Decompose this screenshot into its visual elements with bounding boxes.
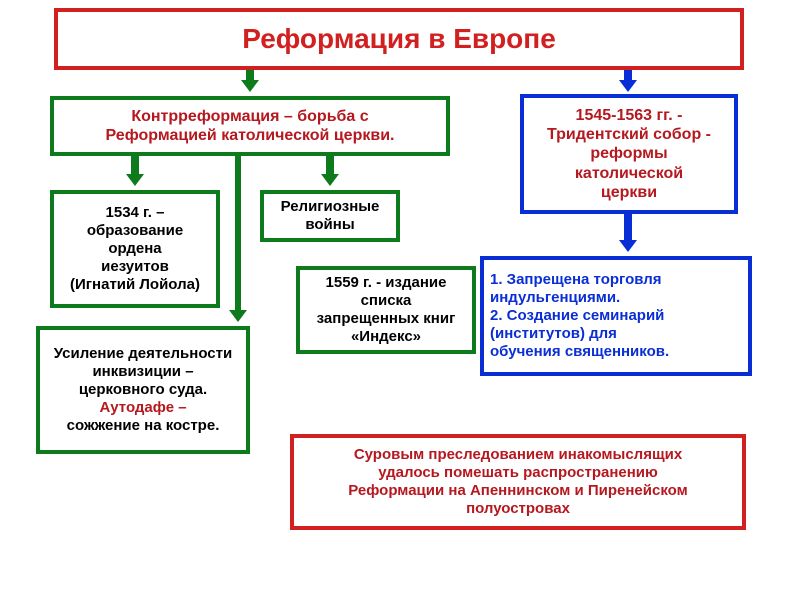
node-line: списка bbox=[361, 292, 412, 310]
node-line: (институтов) для bbox=[490, 325, 617, 343]
node-line: Реформацией католической церкви. bbox=[106, 126, 395, 145]
node-line: 1545-1563 гг. - bbox=[576, 106, 683, 125]
conclusion-box: Суровым преследованием инакомыслящихудал… bbox=[290, 434, 746, 530]
node-line: войны bbox=[305, 216, 354, 234]
node-line: Суровым преследованием инакомыслящих bbox=[354, 446, 682, 464]
node-line: (Игнатий Лойола) bbox=[70, 276, 200, 294]
node-line: «Индекс» bbox=[351, 328, 421, 346]
node-line: реформы bbox=[590, 144, 667, 163]
node-line: 2. Создание семинарий bbox=[490, 307, 664, 325]
religious-wars-box: Религиозныевойны bbox=[260, 190, 400, 242]
node-line: Религиозные bbox=[281, 198, 380, 216]
inquisition-box: Усиление деятельности инквизиции – церко… bbox=[36, 326, 250, 454]
node-line: католической bbox=[575, 164, 683, 183]
index-books-box: 1559 г. - изданиесписказапрещенных книг«… bbox=[296, 266, 476, 354]
node-line: индульгенциями. bbox=[490, 289, 620, 307]
trident-council-box: 1545-1563 гг. -Тридентский собор -реформ… bbox=[520, 94, 738, 214]
jesuits-box: 1534 г. –образованиеорденаиезуитов(Игнат… bbox=[50, 190, 220, 308]
node-line: запрещенных книг bbox=[317, 310, 456, 328]
counter-reformation-box: Контрреформация – борьба сРеформацией ка… bbox=[50, 96, 450, 156]
title-text: Реформация в Европе bbox=[242, 22, 556, 56]
title-box: Реформация в Европе bbox=[54, 8, 744, 70]
node-line: образование bbox=[87, 222, 183, 240]
inquisition-line: церковного суда. bbox=[79, 381, 207, 399]
node-line: Контрреформация – борьба с bbox=[131, 107, 368, 126]
trident-outcomes-box: 1. Запрещена торговляиндульгенциями.2. С… bbox=[480, 256, 752, 376]
node-line: полуостровах bbox=[466, 500, 570, 518]
node-line: иезуитов bbox=[101, 258, 169, 276]
node-line: 1. Запрещена торговля bbox=[490, 271, 662, 289]
node-line: ордена bbox=[108, 240, 161, 258]
node-line: Реформации на Апеннинском и Пиренейском bbox=[348, 482, 687, 500]
inquisition-line: Усиление деятельности bbox=[54, 345, 232, 363]
node-line: 1534 г. – bbox=[106, 204, 165, 222]
node-line: Тридентский собор - bbox=[547, 125, 711, 144]
node-line: удалось помешать распространению bbox=[378, 464, 658, 482]
inquisition-line: инквизиции – bbox=[92, 363, 193, 381]
node-line: церкви bbox=[601, 183, 657, 202]
inquisition-line: Аутодафе – bbox=[99, 399, 186, 417]
inquisition-line: сожжение на костре. bbox=[67, 417, 220, 435]
node-line: обучения священников. bbox=[490, 343, 669, 361]
node-line: 1559 г. - издание bbox=[326, 274, 447, 292]
